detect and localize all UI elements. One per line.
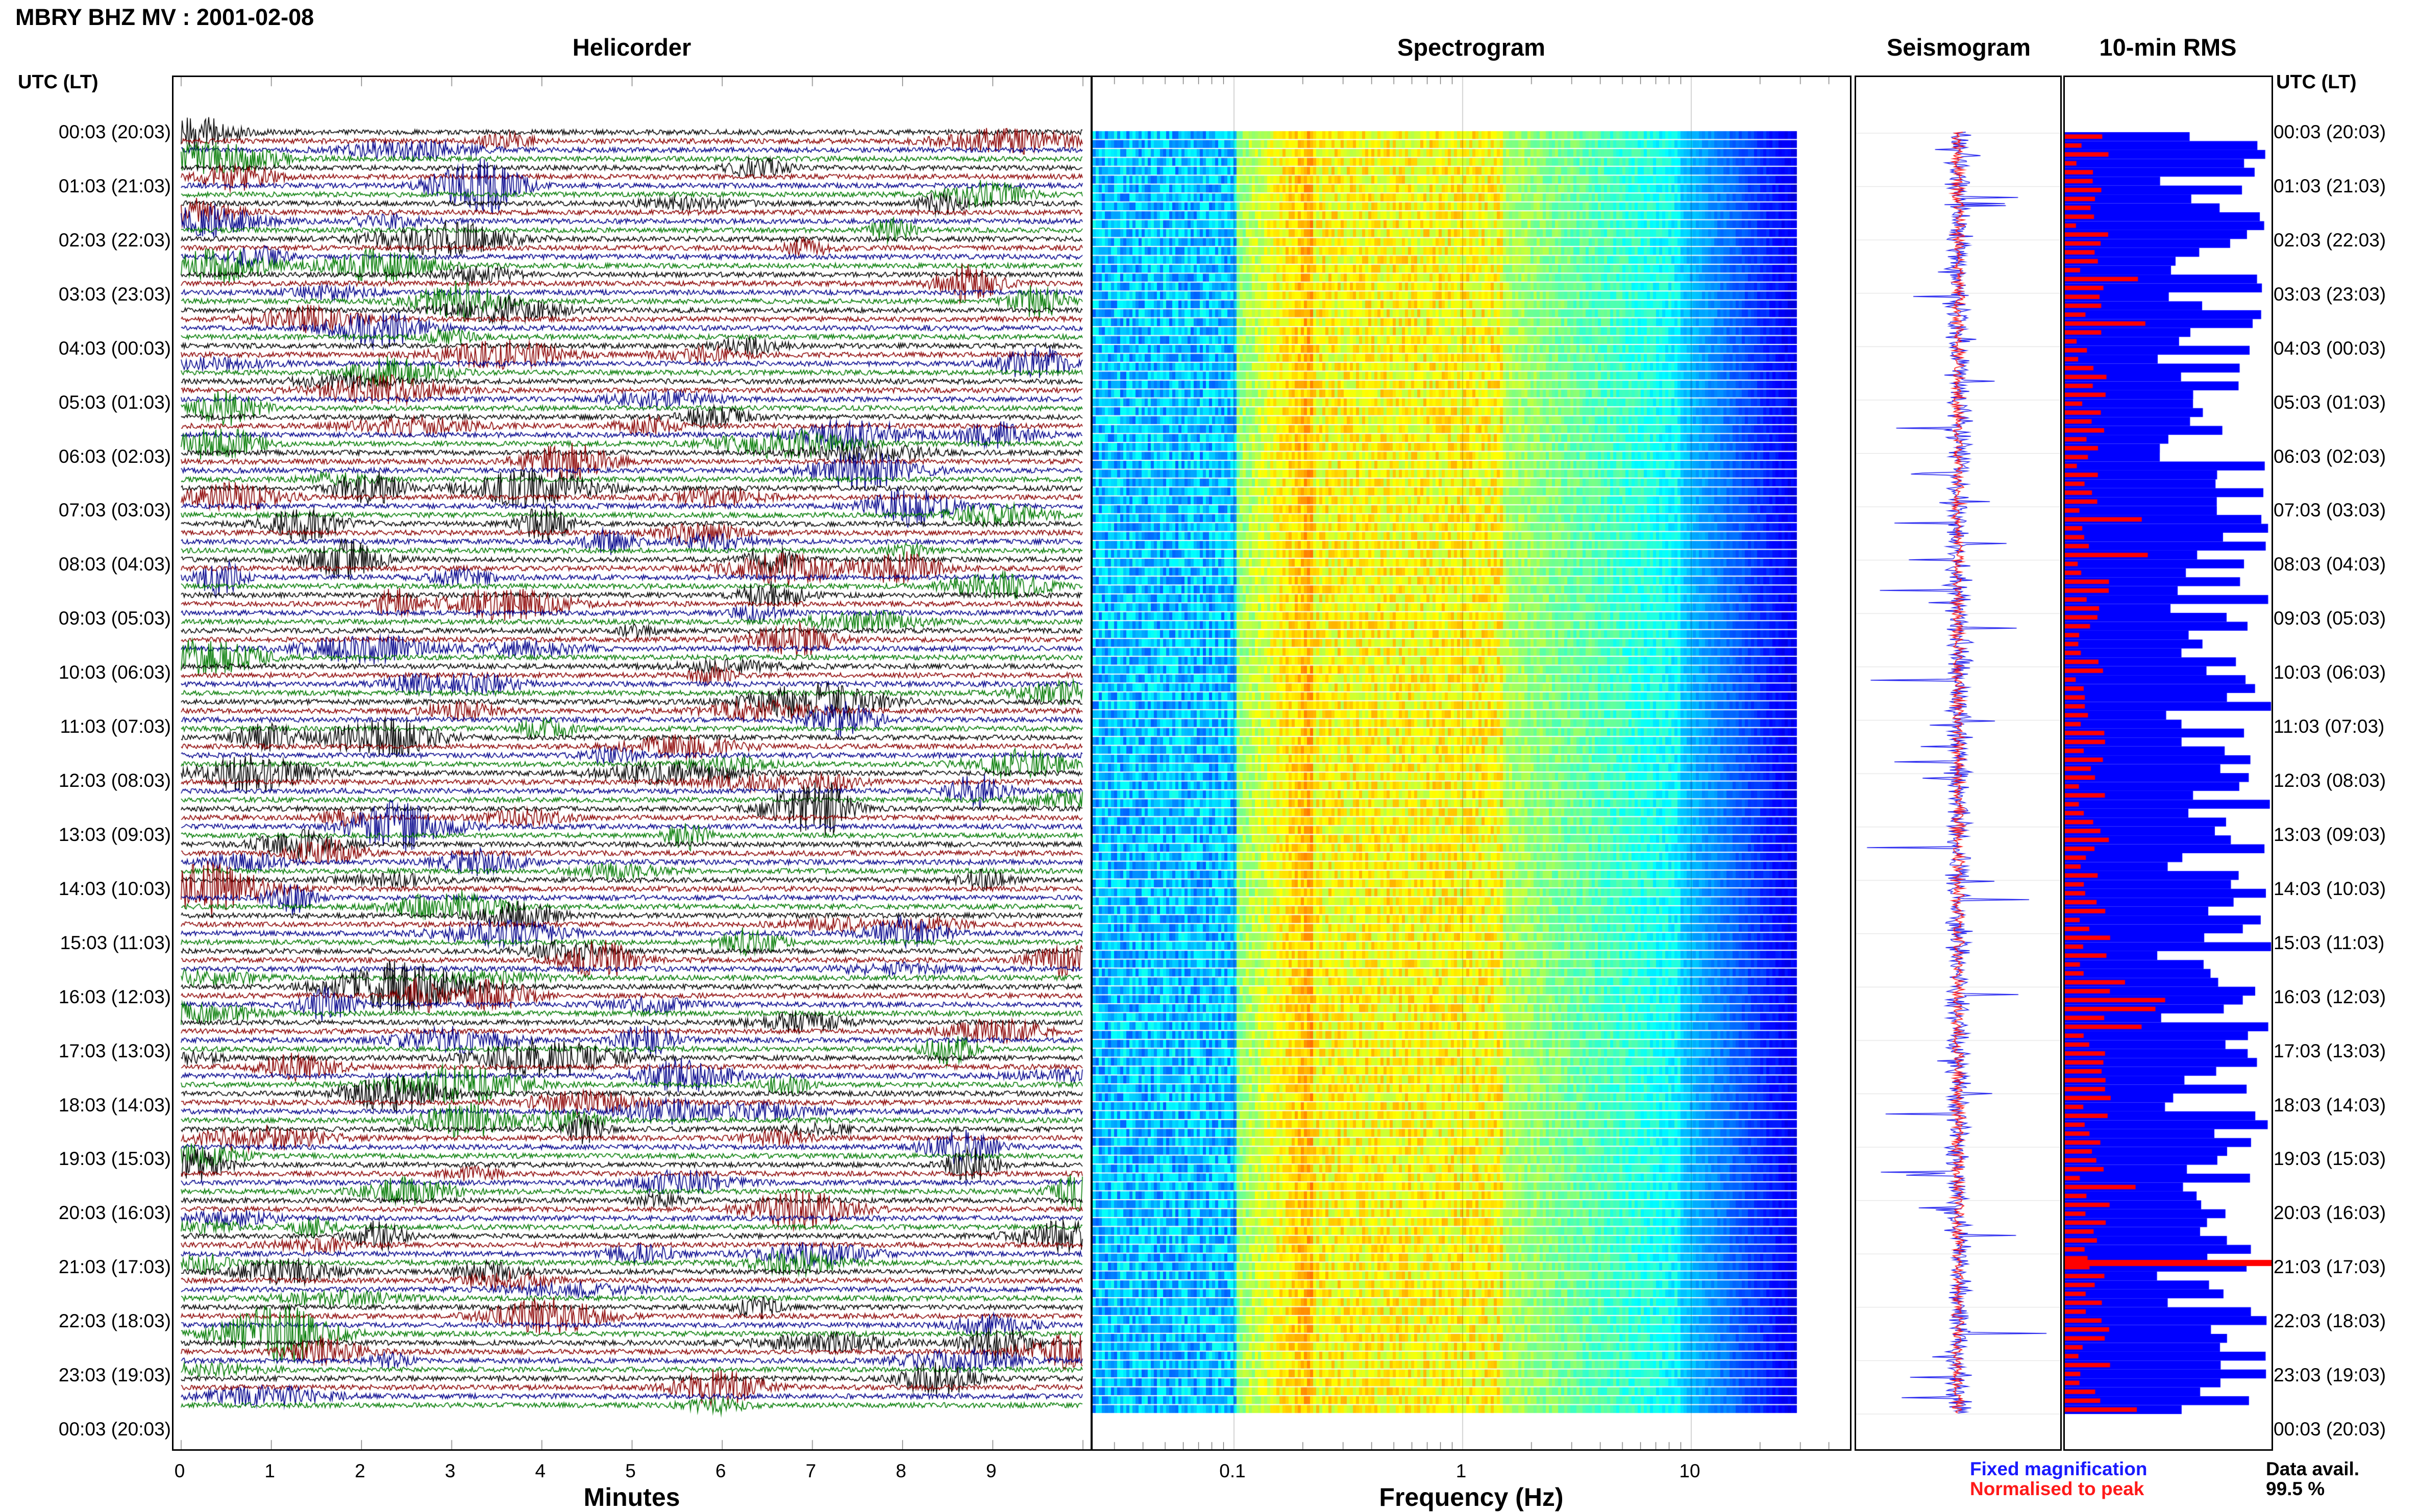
frequency-axis-label: Frequency (Hz)	[1379, 1483, 1564, 1511]
time-label-right: 16:03 (12:03)	[2274, 986, 2386, 1007]
time-label-left: 16:03 (12:03)	[58, 986, 171, 1007]
time-label-left: 22:03 (18:03)	[58, 1310, 171, 1332]
time-label-left: 00:03 (20:03)	[58, 121, 171, 142]
time-label-right: 05:03 (01:03)	[2274, 391, 2386, 413]
time-label-left: 18:03 (14:03)	[58, 1094, 171, 1116]
minutes-tick: 2	[355, 1460, 365, 1481]
time-label-left: 06:03 (02:03)	[58, 445, 171, 467]
time-label-right: 10:03 (06:03)	[2274, 662, 2386, 683]
data-avail-label: Data avail.	[2266, 1458, 2360, 1479]
time-label-right: 22:03 (18:03)	[2274, 1310, 2386, 1332]
time-label-right: 20:03 (16:03)	[2274, 1202, 2386, 1224]
time-label-right: 00:03 (20:03)	[2274, 1419, 2386, 1440]
time-label-left: 15:03 (11:03)	[60, 932, 171, 953]
time-label-right: 18:03 (14:03)	[2274, 1094, 2386, 1116]
time-label-left: 05:03 (01:03)	[58, 391, 171, 413]
minutes-tick: 7	[805, 1460, 817, 1481]
time-label-right: 08:03 (04:03)	[2274, 554, 2386, 575]
minutes-tick: 4	[535, 1460, 546, 1481]
time-label-right: 14:03 (10:03)	[2274, 878, 2386, 899]
time-label-right: 21:03 (17:03)	[2274, 1256, 2386, 1278]
time-label-right: 07:03 (03:03)	[2274, 500, 2386, 521]
time-label-left: 23:03 (19:03)	[58, 1365, 171, 1386]
time-label-right: 02:03 (22:03)	[2274, 229, 2386, 251]
time-label-right: 09:03 (05:03)	[2274, 608, 2386, 629]
time-label-left: 04:03 (00:03)	[58, 337, 171, 359]
rms-title: 10-min RMS	[2099, 34, 2237, 61]
helicorder-title: Helicorder	[572, 34, 692, 61]
legend-fixed-magnification: Fixed magnification	[1970, 1458, 2148, 1479]
helicorder-panel	[172, 76, 1092, 1451]
seismogram-panel	[1855, 76, 2062, 1451]
time-label-left: 10:03 (06:03)	[58, 662, 171, 683]
frequency-tick: 1	[1455, 1460, 1467, 1481]
spectrogram-title: Spectrogram	[1397, 34, 1545, 61]
time-label-left: 01:03 (21:03)	[58, 175, 171, 196]
time-label-left: 07:03 (03:03)	[58, 500, 171, 521]
time-label-right: 06:03 (02:03)	[2274, 445, 2386, 467]
frequency-tick: 10	[1679, 1460, 1700, 1481]
time-label-right: 17:03 (13:03)	[2274, 1040, 2386, 1061]
minutes-tick: 9	[986, 1460, 997, 1481]
helicorder-traces	[174, 77, 1091, 1449]
time-label-left: 11:03 (07:03)	[60, 716, 171, 737]
time-label-right: 12:03 (08:03)	[2274, 770, 2386, 791]
seismogram-title: Seismogram	[1886, 34, 2031, 61]
time-label-left: 09:03 (05:03)	[58, 608, 171, 629]
seismogram-trace	[1856, 77, 2060, 1449]
time-label-left: 21:03 (17:03)	[58, 1256, 171, 1278]
time-label-left: 03:03 (23:03)	[58, 283, 171, 305]
minutes-tick: 8	[896, 1460, 906, 1481]
time-label-left: 13:03 (09:03)	[58, 824, 171, 845]
chart-title: MBRY BHZ MV : 2001-02-08	[15, 4, 314, 30]
time-label-right: 01:03 (21:03)	[2274, 175, 2386, 196]
spectrogram-image	[1093, 77, 1850, 1449]
spectrogram-panel	[1091, 76, 1852, 1451]
minutes-tick: 1	[264, 1460, 275, 1481]
time-label-left: 14:03 (10:03)	[58, 878, 171, 899]
time-label-right: 19:03 (15:03)	[2274, 1148, 2386, 1170]
data-avail-value: 99.5 %	[2266, 1478, 2325, 1499]
time-label-right: 23:03 (19:03)	[2274, 1365, 2386, 1386]
time-label-right: 13:03 (09:03)	[2274, 824, 2386, 845]
minutes-tick: 6	[715, 1460, 726, 1481]
minutes-tick: 0	[174, 1460, 185, 1481]
time-label-left: 00:03 (20:03)	[58, 1419, 171, 1440]
legend-normalised-to-peak: Normalised to peak	[1970, 1478, 2144, 1499]
time-label-left: 20:03 (16:03)	[58, 1202, 171, 1224]
minutes-tick: 3	[445, 1460, 456, 1481]
rms-panel	[2063, 76, 2273, 1451]
time-label-left: 08:03 (04:03)	[58, 554, 171, 575]
time-label-left: 02:03 (22:03)	[58, 229, 171, 251]
utc-header-left: UTC (LT)	[18, 71, 98, 93]
time-label-left: 12:03 (08:03)	[58, 770, 171, 791]
utc-header-right: UTC (LT)	[2276, 71, 2357, 93]
time-label-right: 00:03 (20:03)	[2274, 121, 2386, 142]
time-label-left: 19:03 (15:03)	[58, 1148, 171, 1170]
minutes-axis-label: Minutes	[583, 1483, 680, 1511]
time-label-right: 03:03 (23:03)	[2274, 283, 2386, 305]
time-label-right: 04:03 (00:03)	[2274, 337, 2386, 359]
time-label-left: 17:03 (13:03)	[58, 1040, 171, 1061]
time-label-right: 11:03 (07:03)	[2274, 716, 2385, 737]
time-label-right: 15:03 (11:03)	[2274, 932, 2385, 953]
minutes-tick: 5	[625, 1460, 636, 1481]
frequency-tick: 0.1	[1219, 1460, 1246, 1481]
rms-bars	[2065, 77, 2272, 1449]
